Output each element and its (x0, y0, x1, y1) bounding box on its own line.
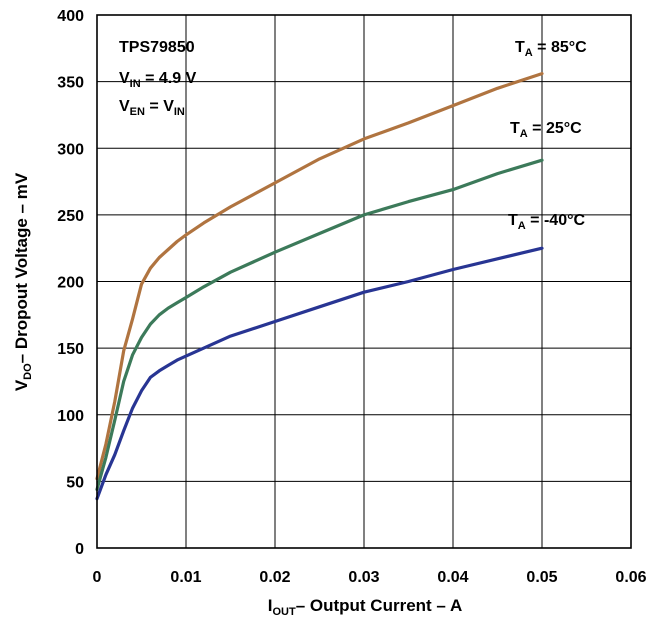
x-tick-labels: 0 0.01 0.02 0.03 0.04 0.05 0.06 (93, 569, 647, 586)
series-line-2 (95, 246, 544, 501)
plot-frame (96, 14, 632, 549)
x-tick-label: 0.02 (259, 569, 290, 586)
series-line-1 (95, 158, 544, 491)
grid (96, 14, 632, 549)
y-tick-label: 200 (57, 275, 84, 292)
series-label-85c: TA = 85°C (515, 39, 587, 59)
y-tick-label: 50 (66, 474, 84, 491)
series-line-0 (95, 72, 544, 481)
vin-label: VIN = 4.9 V (119, 70, 197, 90)
x-tick-label: 0.03 (348, 569, 379, 586)
series-label-25c: TA = 25°C (510, 120, 582, 140)
y-tick-label: 250 (57, 208, 84, 225)
x-tick-label: 0.05 (526, 569, 557, 586)
x-tick-label: 0.06 (615, 569, 646, 586)
ven-label: VEN = VIN (119, 98, 185, 118)
x-axis-title: IOUT– Output Current – A (268, 596, 463, 618)
y-tick-label: 400 (57, 8, 84, 25)
series-lines (95, 72, 544, 501)
y-tick-label: 300 (57, 141, 84, 158)
y-axis-title: VDO– Dropout Voltage – mV (12, 172, 34, 391)
y-tick-label: 100 (57, 408, 84, 425)
device-label: TPS79850 (119, 39, 195, 56)
y-tick-labels: 0 50 100 150 200 250 300 350 400 (57, 8, 84, 558)
y-tick-label: 0 (75, 541, 84, 558)
x-tick-label: 0.01 (170, 569, 201, 586)
x-tick-label: 0.04 (437, 569, 468, 586)
x-tick-label: 0 (93, 569, 102, 586)
y-tick-label: 150 (57, 341, 84, 358)
series-label-minus40c: TA = -40°C (508, 212, 585, 232)
y-tick-label: 350 (57, 75, 84, 92)
